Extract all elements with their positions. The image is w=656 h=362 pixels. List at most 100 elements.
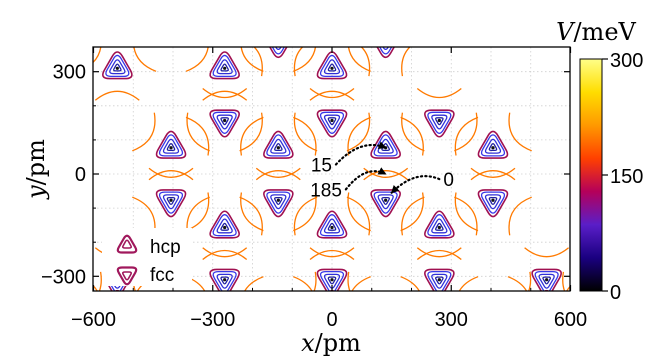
minimum-fcc xyxy=(384,39,387,42)
axis-ticks: −600 −300 0 300 600 −300 0 300 xyxy=(41,47,587,331)
contour-arc-185 xyxy=(94,90,140,101)
contour-fcc xyxy=(212,270,237,291)
contour-arc-185 xyxy=(454,116,479,156)
contour-hcp xyxy=(539,299,554,313)
contour-hcp xyxy=(102,51,133,80)
contour-arc-185 xyxy=(313,271,317,291)
y-axis-label: y/pm xyxy=(22,139,50,200)
minimum-fcc xyxy=(491,198,495,202)
annotation-arrow xyxy=(390,175,441,194)
minimum-hcp xyxy=(223,225,227,230)
contour-arc-185 xyxy=(185,116,210,156)
contour-fcc xyxy=(166,196,176,206)
contour-hcp xyxy=(105,54,130,78)
contour-fcc xyxy=(327,117,337,126)
contour-hcp xyxy=(327,63,337,72)
contour-hcp xyxy=(158,134,184,157)
contour-arc-185 xyxy=(243,276,264,291)
contour-fcc xyxy=(327,276,337,285)
contour-fcc xyxy=(370,189,401,218)
contour-arc-185 xyxy=(253,47,263,77)
contour-arc-185 xyxy=(293,192,317,232)
contour-arc-185 xyxy=(293,196,318,236)
contour-arc-185 xyxy=(240,47,264,72)
annotation-arrow xyxy=(334,141,387,166)
contour-arc-185 xyxy=(186,112,210,152)
contour-hcp xyxy=(323,218,341,234)
contour-hcp xyxy=(323,59,341,75)
annotation-label: 185 xyxy=(310,180,342,201)
y-tick-label: 0 xyxy=(75,164,86,186)
contour-hcp xyxy=(220,222,229,231)
x-axis-variable: x xyxy=(301,329,315,357)
minimum-fcc xyxy=(545,278,549,282)
contour-fcc xyxy=(377,194,394,210)
contour-fcc xyxy=(531,268,562,291)
minimum-hcp xyxy=(223,66,227,70)
contour-hcp xyxy=(377,138,394,154)
contour-arc-185 xyxy=(293,47,304,77)
legend: hcp fcc xyxy=(102,228,192,286)
contour-arc-185 xyxy=(360,47,371,77)
contour-arc-185 xyxy=(347,192,371,232)
x-tick-label: 300 xyxy=(435,309,468,331)
minimum-hcp xyxy=(115,66,119,70)
minimum-fcc xyxy=(277,39,280,42)
legend-label-hcp: hcp xyxy=(150,237,181,258)
contour-fcc xyxy=(435,276,444,285)
contour-arc-185 xyxy=(346,196,371,236)
legend-triangle-inner xyxy=(121,271,133,281)
contour-fcc xyxy=(268,47,288,59)
x-tick-label: 0 xyxy=(326,309,337,331)
contour-hcp xyxy=(319,54,345,78)
contour-fcc xyxy=(274,47,282,51)
contour-fcc xyxy=(378,47,393,55)
colorbar-tick-label: 0 xyxy=(610,282,621,304)
colorbar-gradient xyxy=(579,58,603,292)
y-axis-variable: y xyxy=(22,185,50,200)
contour-arc-185 xyxy=(255,167,301,178)
minimum-hcp xyxy=(491,146,495,150)
legend-item-hcp: hcp xyxy=(116,234,181,258)
minimum-fcc xyxy=(169,198,173,202)
contour-arc-185 xyxy=(202,87,248,99)
contour-fcc xyxy=(319,270,345,291)
contour-fcc xyxy=(216,273,233,289)
colorbar-title-unit: /meV xyxy=(573,18,636,46)
contour-arc-185 xyxy=(454,196,478,236)
minimum-fcc xyxy=(223,118,227,123)
minimum-fcc xyxy=(437,118,441,123)
contour-arc-185 xyxy=(347,47,371,72)
minimum-hcp xyxy=(116,305,119,308)
contour-arc-185 xyxy=(293,112,318,152)
annotation-label: 15 xyxy=(311,155,332,176)
contour-hcp xyxy=(316,210,348,239)
contour-hcp xyxy=(162,138,180,154)
contour-fcc xyxy=(382,47,390,51)
contour-arc-185 xyxy=(148,167,194,178)
contour-hcp xyxy=(216,59,233,75)
contour-fcc xyxy=(534,270,559,291)
contour-arc-185 xyxy=(185,192,210,232)
contour-hcp xyxy=(327,222,337,231)
contour-fcc xyxy=(319,111,345,134)
colorbar-tick-label: 150 xyxy=(610,166,643,188)
contour-hcp xyxy=(263,130,294,159)
contour-fcc xyxy=(155,189,187,218)
contour-arc-185 xyxy=(255,170,301,181)
contour-arc-185 xyxy=(508,112,532,152)
legend-triangle-outer xyxy=(116,234,138,254)
minimum-hcp xyxy=(330,66,334,70)
contour-arc-185 xyxy=(293,116,317,156)
contour-arc-185 xyxy=(527,271,532,291)
contour-arc-185 xyxy=(401,196,425,236)
minimum-hcp xyxy=(545,305,548,308)
contour-fcc xyxy=(538,273,555,289)
contour-arc-185 xyxy=(524,247,570,258)
contour-hcp xyxy=(113,63,122,72)
contour-arc-185 xyxy=(240,116,264,156)
contour-fcc xyxy=(216,114,233,130)
minimum-fcc xyxy=(384,198,388,202)
contour-fcc xyxy=(427,270,452,291)
